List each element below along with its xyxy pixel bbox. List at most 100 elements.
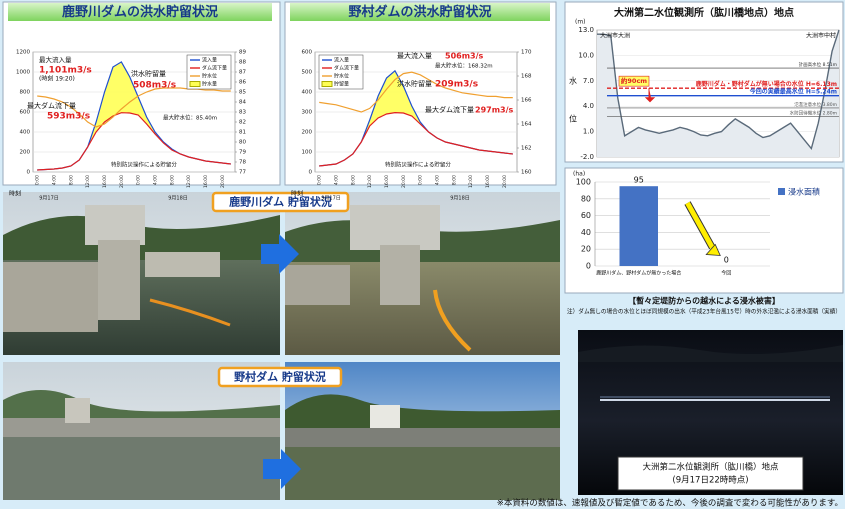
y-tick-label: 1200: [16, 50, 30, 56]
y2-tick-label: 78: [239, 160, 246, 166]
photo: [285, 192, 560, 355]
x-tick-label: 4:00: [153, 175, 159, 185]
y-tick-label: 400: [302, 90, 313, 96]
legend-label: 貯水位: [334, 73, 349, 80]
location-label: 大洲市大洲: [600, 32, 630, 40]
x-tick-label: 4:00: [52, 175, 58, 185]
x-tick-label: 16:00: [203, 175, 209, 188]
annotation: 特別防災操作による貯留分: [111, 161, 177, 169]
annotation: 297m3/s: [475, 106, 514, 115]
x-tick-label: 4:00: [435, 175, 441, 185]
value-label: 0: [724, 256, 729, 265]
chart-title: 鹿野川ダムの洪水貯留状況: [62, 4, 218, 20]
reference-label: 計画高水位 8.51m: [799, 61, 837, 68]
camera-caption: 大洲第二水位観測所（肱川橋）地点: [642, 462, 779, 473]
annotation: 最大貯水位：168.32m: [435, 62, 493, 70]
x-tick-label: 0:00: [418, 175, 424, 185]
y2-tick-label: 81: [239, 130, 246, 136]
y2-tick-label: 88: [239, 60, 246, 66]
photo-label: 鹿野川ダム 貯留状況: [229, 195, 332, 209]
photo-label: 野村ダム 貯留状況: [234, 370, 326, 384]
y-tick-label: 0: [27, 170, 31, 176]
x-axis-label: 時刻: [291, 190, 303, 198]
y2-tick-label: 166: [521, 98, 532, 104]
reference-label: 水防団待機水位 2.80m: [790, 109, 837, 116]
legend-label: 浸水面積: [788, 187, 820, 197]
legend-swatch: [190, 82, 200, 87]
annotation: 1,101m3/s: [39, 66, 92, 76]
x-tick-label: 16:00: [384, 175, 390, 188]
annotation: 特別防災操作による貯留分: [385, 161, 451, 169]
y-tick-label: 13.0: [578, 26, 594, 34]
y2-tick-label: 164: [521, 122, 532, 128]
y2-tick-label: 84: [239, 100, 246, 106]
chart-title: 大洲第二水位観測所（肱川橋地点）地点: [614, 6, 794, 19]
y-tick-label: 0: [309, 170, 313, 176]
x-tick-label: 0:00: [317, 175, 323, 185]
y2-tick-label: 77: [239, 170, 246, 176]
y-unit: (ha): [573, 171, 585, 178]
annotation: 洪水貯留量: [131, 69, 166, 78]
y-tick-label: 200: [20, 150, 31, 156]
annotation: 508m3/s: [133, 81, 176, 91]
chart-note: 注）ダム無しの場合の水位とほぼ同規模の出水（平成23年台風15号）時の外水氾濫に…: [567, 308, 841, 316]
legend-label: 流入量: [202, 57, 217, 64]
reference-label: 氾濫注意水位 3.80m: [794, 101, 837, 108]
x-tick-label: 12:00: [85, 175, 91, 188]
y2-tick-label: 87: [239, 70, 246, 76]
y2-tick-label: 160: [521, 170, 532, 176]
legend-label: 流入量: [334, 57, 349, 64]
y-tick-label: 600: [20, 110, 31, 116]
legend-swatch: [778, 188, 785, 195]
y-tick-label: 10.0: [578, 51, 594, 59]
annotation: 593m3/s: [47, 112, 90, 122]
bar: [620, 186, 659, 266]
x-tick-label: 20:00: [119, 175, 125, 188]
page: {"chart_data": [ {"type": "line", "title…: [0, 0, 845, 509]
y-tick-label: 1000: [16, 70, 30, 76]
reference-label: 今回の実績最高水位 H=5.24m: [749, 88, 837, 96]
legend-label: 貯水量: [202, 81, 217, 88]
y-tick-label: 100: [576, 178, 591, 187]
annotation: 最大貯水位：85.40m: [163, 114, 217, 122]
y2-tick-label: 86: [239, 80, 246, 86]
photo: [3, 192, 280, 355]
annotation: 506m3/s: [445, 52, 484, 61]
y-tick-label: 500: [302, 70, 313, 76]
y2-tick-label: 83: [239, 110, 246, 116]
legend-label: 貯水位: [202, 73, 217, 80]
legend-swatch: [322, 82, 332, 87]
y2-tick-label: 82: [239, 120, 246, 126]
y-tick-label: 800: [20, 90, 31, 96]
x-tick-label: 20:00: [502, 175, 508, 188]
y2-tick-label: 79: [239, 150, 246, 156]
x-tick-label: 8:00: [169, 175, 175, 185]
y-tick-label: 80: [581, 194, 591, 203]
annotation: (時刻 19:20): [39, 75, 75, 83]
x-tick-label: 20:00: [401, 175, 407, 188]
x-tick-label: 8:00: [350, 175, 356, 185]
x-group-label: 9月18日: [168, 196, 188, 202]
y-tick-label: 40: [581, 228, 591, 237]
difference-label: 約90cm: [621, 76, 647, 85]
annotation: 最大ダム流下量: [425, 105, 474, 114]
chart-caption: 【暫々定堤防からの越水による浸水被害】: [628, 296, 780, 306]
legend-label: ダム流下量: [202, 65, 227, 72]
annotation: 洪水貯留量: [397, 79, 432, 88]
x-tick-label: 20:00: [220, 175, 226, 188]
slide: 鹿野川ダムの洪水貯留状況 野村ダムの洪水貯留状況 大洲第二水位観測所（肱川橋地点…: [0, 0, 845, 509]
y-axis-label: 水: [569, 75, 577, 85]
y-tick-label: 1.0: [583, 128, 594, 136]
x-tick-label: 16:00: [485, 175, 491, 188]
y-tick-label: 7.0: [583, 77, 594, 85]
value-label: 95: [634, 176, 644, 185]
annotation: 209m3/s: [435, 80, 478, 90]
x-tick-label: 4:00: [334, 175, 340, 185]
y-tick-label: 100: [302, 150, 313, 156]
y2-tick-label: 89: [239, 50, 246, 56]
x-tick-label: 16:00: [102, 175, 108, 188]
y-tick-label: 400: [20, 130, 31, 136]
y-tick-label: 4.0: [583, 102, 594, 110]
y-tick-label: 20: [581, 245, 591, 254]
y-tick-label: 0: [586, 262, 591, 271]
